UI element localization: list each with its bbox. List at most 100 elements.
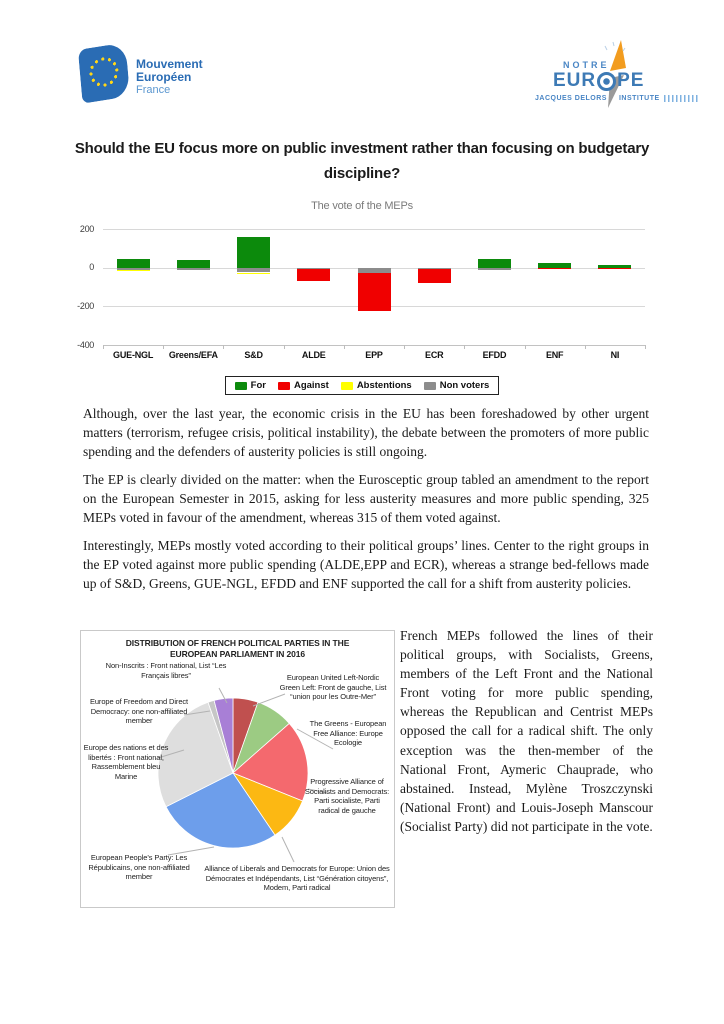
y-axis-tick-label: 0 (89, 262, 94, 273)
pie-slice (165, 772, 276, 849)
logo-europe-post: PE (617, 70, 645, 91)
bar-chart-legend-wrap: For Against Abstentions Non voters (0, 376, 724, 395)
x-axis-tick (163, 345, 165, 349)
pie-leader-line (183, 710, 211, 716)
body-text: Although, over the last year, the econom… (83, 404, 649, 602)
pie-leader-line (218, 687, 228, 704)
pie-label-gue-ngl: European United Left-Nordic Green Left: … (279, 673, 387, 701)
logo-institute-text: INSTITUTE (618, 95, 660, 102)
notre-europe-logo: NOTRE EUR PE JACQUES DELORS INSTITUTE (535, 38, 707, 110)
bar-chart-plot (103, 226, 646, 350)
bar-segment (297, 269, 331, 281)
bar-category-label: EFDD (482, 350, 507, 360)
pie-label-enf: Europe des nations et des libertés : Fro… (83, 743, 169, 781)
pie-slice (213, 697, 234, 774)
pie-leader-line (167, 846, 215, 856)
gridline (103, 345, 645, 346)
bar-segment (357, 273, 391, 312)
pie-label-efdd: Europe of Freedom and Direct Democracy: … (89, 697, 189, 725)
bar-segment (417, 267, 451, 270)
compass-o-icon (597, 71, 617, 91)
x-axis-tick (103, 345, 104, 349)
page-title: Should the EU focus more on public inves… (74, 140, 650, 182)
logo-notre-text: NOTRE (563, 60, 610, 70)
legend-item: For (234, 380, 266, 391)
gridline (103, 229, 645, 230)
legend-label: Abstentions (356, 380, 412, 391)
bar-segment (477, 258, 511, 268)
paragraph-1: Although, over the last year, the econom… (83, 406, 649, 459)
x-axis-tick (343, 345, 345, 349)
bar-category-label: ENF (545, 350, 564, 360)
legend-swatch-icon (234, 381, 247, 390)
bar-category-label: NI (610, 350, 620, 360)
bar-segment (357, 267, 391, 274)
legend-swatch-icon (423, 381, 436, 390)
y-axis-tick-label: -400 (77, 339, 94, 350)
logo-europe-pre: EUR (553, 70, 597, 91)
bar-segment (116, 267, 150, 270)
paragraph-3: Interestingly, MEPs mostly voted accordi… (83, 538, 649, 591)
bar-category-label: S&D (244, 350, 263, 360)
bar-segment (417, 269, 451, 283)
bar-segment (538, 262, 572, 268)
bar-chart-legend: For Against Abstentions Non voters (224, 376, 500, 395)
legend-swatch-icon (277, 381, 290, 390)
bar-segment (477, 267, 511, 270)
pie-label-alde: Alliance of Liberals and Democrats for E… (204, 864, 390, 892)
mouvement-europeen-logo-text: Mouvement Européen France (136, 58, 203, 97)
pie-leader-line (307, 788, 329, 794)
paragraph-2: The EP is clearly divided on the matter:… (83, 472, 649, 525)
pie-label-epp: European People’s Party: Les Républicain… (88, 853, 190, 881)
x-axis-tick (283, 345, 285, 349)
x-axis-tick (524, 345, 526, 349)
pie-label-non-inscrits: Non-Inscrits : Front national, List “Les… (105, 661, 227, 680)
x-axis-tick (584, 345, 586, 349)
pie-leader-line (281, 836, 295, 863)
logo-jacques-delors-text: JACQUES DELORS (535, 95, 607, 102)
legend-swatch-icon (340, 381, 353, 390)
x-axis-tick (404, 345, 406, 349)
y-axis-tick-label: -200 (77, 300, 94, 311)
legend-label: Against (293, 380, 329, 391)
logo-line-france: France (136, 84, 171, 96)
bar-segment (538, 267, 572, 270)
pie-leader-line (157, 749, 185, 759)
institute-ticks-icon (663, 95, 698, 102)
eu-flag-icon (77, 42, 131, 104)
pie-leader-line (252, 693, 286, 707)
logo-line-europeen: Européen (136, 70, 192, 84)
pie-chart-title: DISTRIBUTION OF FRENCH POLITICAL PARTIES… (125, 638, 350, 659)
logo-institute-row: JACQUES DELORS INSTITUTE (535, 95, 707, 102)
x-axis-tick (464, 345, 466, 349)
legend-item: Abstentions (340, 380, 412, 391)
bar-segment (297, 267, 331, 270)
pie-slice (157, 701, 234, 808)
bar-segment (598, 267, 632, 269)
pie-slice (232, 722, 309, 802)
logo-europe-text: EUR PE (553, 70, 644, 92)
bar-category-label: EPP (365, 350, 383, 360)
bar-category-label: ECR (425, 350, 444, 360)
legend-item: Non voters (423, 380, 490, 391)
x-axis-tick (223, 345, 225, 349)
bar-category-label: Greens/EFA (168, 350, 218, 360)
bar-segment (598, 265, 632, 268)
logo-line-mouvement: Mouvement (136, 57, 203, 71)
bar-segment (176, 267, 210, 270)
bar-chart-x-axis: GUE-NGL Greens/EFA S&D ALDE EPP ECR EFDD ENF NI (103, 350, 645, 362)
chart-subtitle: The vote of the MEPs (311, 200, 413, 212)
pie-chart (157, 687, 334, 863)
pie-leader-line (296, 728, 334, 750)
side-paragraph: French MEPs followed the lines of their … (400, 628, 653, 834)
legend-label: Non voters (439, 380, 490, 391)
legend-label: For (250, 380, 266, 391)
y-axis-tick-label: 200 (79, 223, 94, 234)
bar-segment (176, 259, 210, 268)
bar-segment (116, 269, 150, 271)
x-axis-tick (645, 345, 646, 349)
pie-label-sd: Progressive Alliance of Socialists and D… (304, 777, 390, 815)
bar-chart-y-axis: 200 0 -200 -400 (58, 223, 98, 350)
pie-leader-lines (157, 687, 334, 863)
